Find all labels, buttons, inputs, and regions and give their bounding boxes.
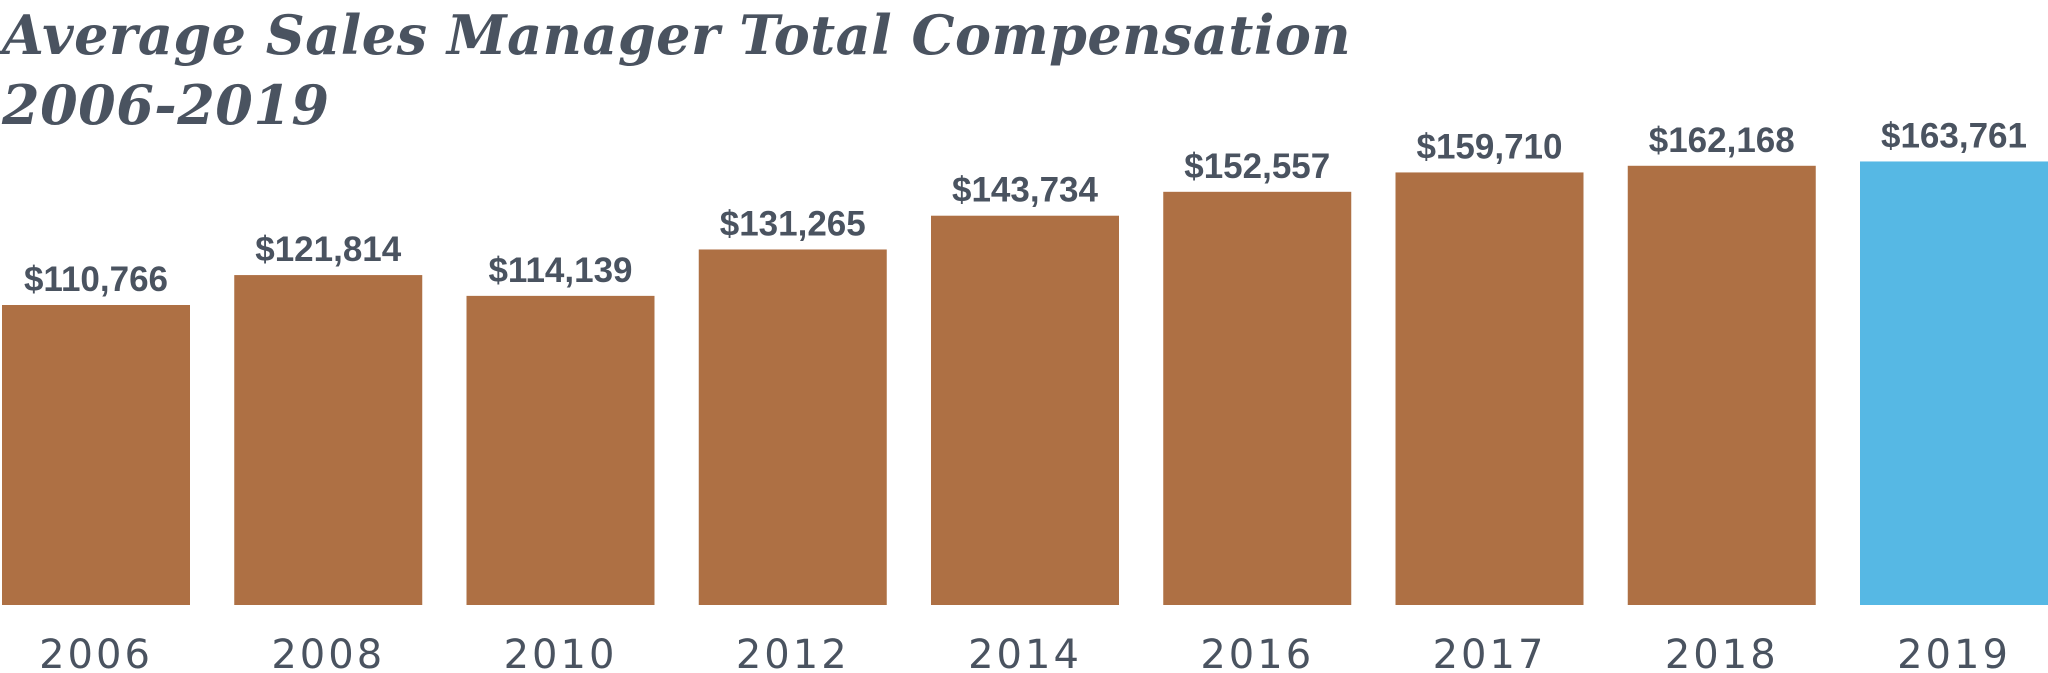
x-tick-label-2017: 2017 bbox=[1433, 632, 1547, 673]
value-labels-group: $110,766 $121,814 $114,139 $131,265 $143,734… bbox=[24, 116, 2027, 299]
bars-group bbox=[2, 161, 2048, 606]
chart-title: Average Sales Manager Total Compensation… bbox=[2, 0, 1351, 140]
value-label-2017: $159,710 bbox=[1417, 127, 1563, 166]
value-label-2010: $114,139 bbox=[488, 251, 632, 290]
value-label-2018: $162,168 bbox=[1649, 121, 1795, 160]
chart-title-line-2: 2006-2019 bbox=[2, 73, 330, 137]
chart-title-line-1: Average Sales Manager Total Compensation bbox=[2, 3, 1352, 67]
x-tick-label-2012: 2012 bbox=[736, 632, 850, 673]
value-label-2006: $110,766 bbox=[24, 260, 168, 299]
value-label-2012: $131,265 bbox=[720, 204, 866, 243]
bar-2012 bbox=[698, 249, 887, 605]
value-label-2014: $143,734 bbox=[952, 171, 1099, 210]
x-tick-label-2014: 2014 bbox=[968, 632, 1082, 673]
value-label-2008: $121,814 bbox=[255, 230, 402, 269]
x-tick-label-2019: 2019 bbox=[1897, 632, 2011, 673]
value-label-2016: $152,557 bbox=[1184, 147, 1330, 186]
bar-2006 bbox=[2, 305, 190, 605]
x-axis-labels: 2006 2008 2010 2012 2014 2016 2017 2018 2019 bbox=[39, 632, 2011, 673]
x-tick-label-2018: 2018 bbox=[1665, 632, 1779, 673]
bar-2008 bbox=[234, 275, 423, 605]
value-label-2019: $163,761 bbox=[1881, 116, 2027, 155]
bar-2014 bbox=[931, 215, 1119, 606]
x-tick-label-2010: 2010 bbox=[504, 632, 618, 673]
bar-2017 bbox=[1395, 172, 1584, 606]
bar-2018 bbox=[1627, 165, 1816, 605]
bar-2016 bbox=[1163, 191, 1352, 605]
x-tick-label-2006: 2006 bbox=[39, 632, 153, 673]
bar-2019 bbox=[1860, 161, 2048, 605]
x-tick-label-2008: 2008 bbox=[271, 632, 385, 673]
x-tick-label-2016: 2016 bbox=[1200, 632, 1314, 673]
bar-2010 bbox=[466, 295, 655, 605]
